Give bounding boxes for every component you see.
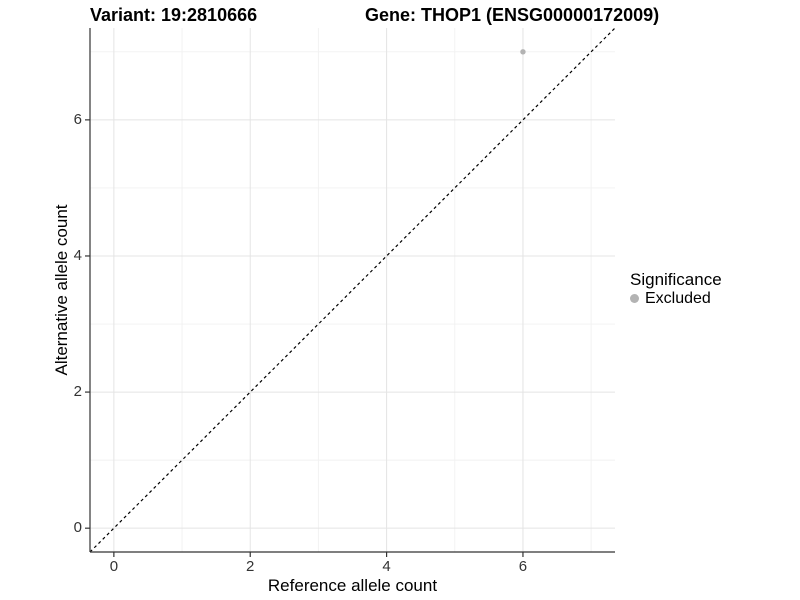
x-tick-label: 0: [109, 558, 119, 575]
y-tick-label: 0: [73, 519, 82, 537]
plot-title-variant: Variant: 19:2810666: [90, 5, 258, 25]
legend-item-excluded: Excluded: [630, 289, 722, 308]
x-tick-label: 6: [518, 558, 528, 575]
y-tick-label: 4: [73, 246, 82, 264]
y-tick-label: 6: [73, 110, 82, 128]
legend: Significance Excluded: [630, 270, 722, 308]
x-tick-label: 2: [246, 558, 255, 575]
legend-item-label: Excluded: [645, 290, 711, 307]
y-axis-title: Alternative allele count: [52, 204, 71, 376]
x-tick-label: 4: [382, 558, 391, 575]
legend-point-icon: [630, 294, 639, 303]
x-axis-title: Reference allele count: [267, 576, 438, 595]
data-point: [520, 49, 526, 55]
plot-title-gene: Gene: THOP1 (ENSG00000172009): [365, 5, 660, 25]
y-tick-label: 2: [73, 383, 82, 401]
identity-reference-line: [89, 27, 616, 553]
legend-title: Significance: [630, 270, 722, 289]
